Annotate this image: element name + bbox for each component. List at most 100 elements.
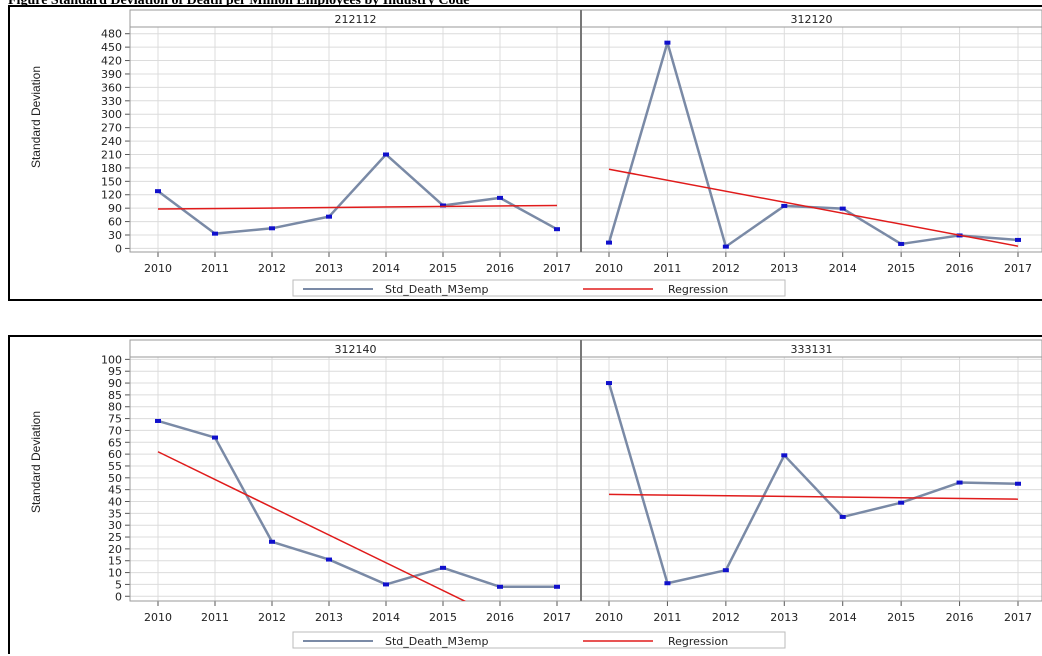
series-marker: [212, 435, 218, 440]
series-marker: [606, 240, 612, 245]
legend-series-label: Std_Death_M3emp: [385, 283, 489, 296]
y-tick-label: 90: [108, 377, 122, 390]
series-line-std-death: [607, 41, 1019, 248]
series-marker: [269, 539, 275, 544]
x-tick-label: 2013: [315, 611, 343, 624]
x-tick-label: 2013: [770, 611, 798, 624]
x-tick-label: 2014: [372, 262, 400, 275]
y-axis-label: Standard Deviation: [29, 66, 43, 168]
x-tick-label: 2017: [543, 262, 571, 275]
x-tick-label: 2015: [887, 262, 915, 275]
series-line-std-death: [157, 153, 558, 235]
chart-panel-bottom: Standard Deviation 0 5 10 15 20 25 30 35 40 45 50 55…: [8, 335, 1042, 654]
y-tick-label: 60: [108, 448, 122, 461]
y-tick-label: 60: [108, 216, 122, 229]
x-tick-label: 2014: [829, 262, 857, 275]
series-marker: [383, 152, 389, 157]
x-tick-label: 2017: [1004, 262, 1032, 275]
x-tick-label: 2015: [887, 611, 915, 624]
legend-series-label: Std_Death_M3emp: [385, 635, 489, 648]
y-tick-label: 45: [108, 484, 122, 497]
x-tick-label: 2012: [258, 611, 286, 624]
panel-title: 312140: [335, 343, 377, 356]
series-marker: [383, 582, 389, 587]
regression-line: [157, 451, 467, 601]
y-tick-label: 180: [101, 162, 122, 175]
y-tick-label: 120: [101, 189, 122, 202]
series-marker: [722, 568, 729, 573]
series-marker: [269, 226, 275, 231]
x-tick-label: 2016: [486, 262, 514, 275]
y-axis-label: Standard Deviation: [29, 411, 43, 513]
regression-line: [608, 168, 1019, 247]
series-line-std-death: [607, 382, 1019, 585]
x-tick-label: 2011: [201, 262, 229, 275]
y-tick-label: 0: [115, 590, 122, 603]
legend-regression-label: Regression: [668, 283, 728, 296]
series-marker: [781, 203, 788, 208]
regression-line: [157, 204, 558, 210]
x-tick-label: 2011: [201, 611, 229, 624]
series-marker: [839, 514, 846, 519]
x-tick-label: 2014: [829, 611, 857, 624]
series-marker: [664, 40, 671, 45]
x-tick-label: 2012: [712, 611, 740, 624]
plot-frame: [580, 356, 1042, 602]
y-tick-label: 35: [108, 507, 122, 520]
x-tick-label: 2016: [946, 262, 974, 275]
series-marker: [155, 418, 161, 423]
y-tick-label: 75: [108, 413, 122, 426]
legend-box: [292, 279, 786, 297]
y-tick-label: 85: [108, 389, 122, 402]
series-marker: [554, 227, 560, 232]
panel-title: 312120: [791, 13, 833, 26]
series-marker: [554, 584, 560, 589]
y-tick-label: 100: [101, 353, 122, 366]
y-tick-label: 480: [101, 28, 122, 41]
chart-panel-top: Standard Deviation 0 30 60 90 120 150 180 210 240…: [8, 5, 1042, 301]
y-tick-label: 270: [101, 122, 122, 135]
y-tick-label: 55: [108, 460, 122, 473]
y-tick-label: 390: [101, 68, 122, 81]
y-tick-label: 30: [108, 519, 122, 532]
x-tick-label: 2017: [543, 611, 571, 624]
y-tick-label: 65: [108, 436, 122, 449]
y-tick-label: 25: [108, 531, 122, 544]
y-tick-label: 450: [101, 41, 122, 54]
figure-caption: Figure Standard Deviation of Death per M…: [8, 0, 470, 8]
series-marker: [898, 500, 905, 505]
x-tick-label: 2015: [429, 611, 457, 624]
y-tick-label: 50: [108, 472, 122, 485]
series-marker: [1015, 237, 1021, 242]
series-marker: [212, 231, 218, 236]
series-marker: [497, 584, 503, 589]
x-tick-label: 2010: [595, 262, 623, 275]
y-tick-label: 210: [101, 148, 122, 161]
panel-title: 212112: [335, 13, 377, 26]
y-tick-label: 90: [108, 202, 122, 215]
x-tick-label: 2013: [315, 262, 343, 275]
y-tick-label: 330: [101, 95, 122, 108]
y-tick-label: 420: [101, 55, 122, 68]
chart-svg-bottom: Standard Deviation 0510152025303540455055…: [29, 339, 1042, 649]
series-marker: [326, 214, 332, 219]
chart-svg-top: Standard Deviation 0306090120150180210240…: [29, 9, 1042, 297]
legend-regression-label: Regression: [668, 635, 728, 648]
plot-frame: [129, 356, 582, 602]
series-marker: [440, 203, 446, 208]
x-tick-label: 2010: [595, 611, 623, 624]
y-tick-label: 10: [108, 567, 122, 580]
y-tick-label: 300: [101, 108, 122, 121]
y-tick-label: 40: [108, 496, 122, 509]
series-marker: [956, 480, 963, 485]
x-tick-label: 2010: [144, 611, 172, 624]
series-marker: [664, 581, 671, 586]
series-marker: [497, 195, 503, 200]
x-tick-label: 2012: [712, 262, 740, 275]
series-marker: [606, 381, 612, 386]
regression-line: [608, 493, 1019, 500]
y-tick-label: 5: [115, 578, 122, 591]
series-marker: [440, 565, 446, 570]
y-tick-label: 95: [108, 365, 122, 378]
series-marker: [1015, 481, 1021, 486]
